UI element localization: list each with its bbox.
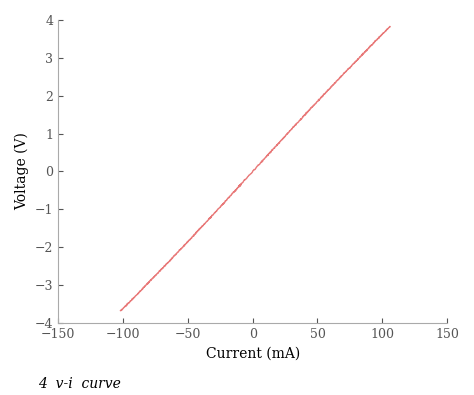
- Text: 4  v-i  curve: 4 v-i curve: [38, 377, 121, 391]
- X-axis label: Current (mA): Current (mA): [206, 346, 300, 360]
- Y-axis label: Voltage (V): Voltage (V): [15, 132, 29, 211]
